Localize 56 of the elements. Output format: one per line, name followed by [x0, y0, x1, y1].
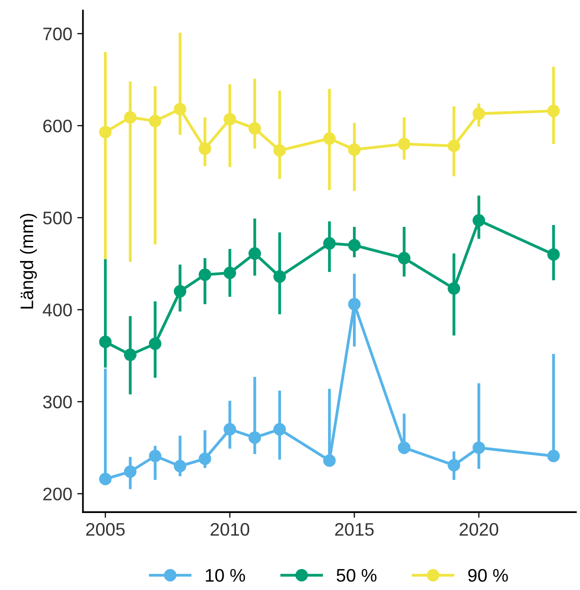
point: [348, 143, 361, 156]
y-tick-label: 200: [43, 488, 72, 500]
point: [398, 441, 410, 454]
point: [273, 270, 286, 283]
point: [323, 132, 336, 145]
legend-label: 90 %: [468, 568, 508, 582]
x-tick-label: 2020: [460, 523, 498, 536]
point: [348, 239, 361, 252]
point: [547, 248, 560, 261]
point: [124, 465, 136, 478]
y-tick-label: 300: [43, 396, 72, 408]
legend-label: 10 %: [206, 568, 246, 582]
point: [99, 472, 112, 486]
point: [273, 144, 286, 157]
y-axis-title: Längd (mm): [20, 214, 37, 309]
y-tick-label: 400: [42, 304, 72, 316]
x-tick-label: 2015: [335, 523, 374, 536]
point: [273, 423, 286, 436]
point: [124, 111, 136, 124]
point: [224, 266, 236, 280]
point: [174, 285, 186, 298]
y-tick-label: 700: [43, 28, 72, 40]
point: [547, 450, 560, 462]
point: [124, 348, 136, 362]
point: [472, 107, 486, 120]
point: [198, 268, 212, 281]
point: [547, 104, 560, 118]
point: [448, 140, 460, 152]
point: [248, 431, 261, 444]
legend-label: 50 %: [336, 568, 376, 582]
point: [198, 452, 212, 465]
point: [472, 214, 486, 227]
y-tick-label: 500: [43, 212, 72, 224]
point: [148, 337, 162, 350]
point: [174, 102, 186, 116]
x-tick-label: 2010: [210, 523, 250, 536]
point: [99, 126, 112, 138]
point: [174, 460, 186, 472]
point: [148, 114, 162, 128]
point: [248, 122, 261, 135]
point: [348, 298, 361, 310]
point: [398, 138, 410, 150]
x-tick-label: 2005: [86, 523, 125, 536]
point: [248, 247, 261, 260]
point: [448, 458, 460, 472]
point: [224, 112, 236, 126]
point: [99, 336, 112, 348]
y-tick-label: 600: [43, 120, 72, 132]
point: [472, 441, 486, 454]
point: [323, 454, 336, 467]
point: [148, 450, 162, 462]
point: [448, 282, 460, 295]
point: [323, 237, 336, 250]
point: [198, 142, 212, 155]
point: [398, 252, 410, 264]
point: [224, 423, 236, 436]
